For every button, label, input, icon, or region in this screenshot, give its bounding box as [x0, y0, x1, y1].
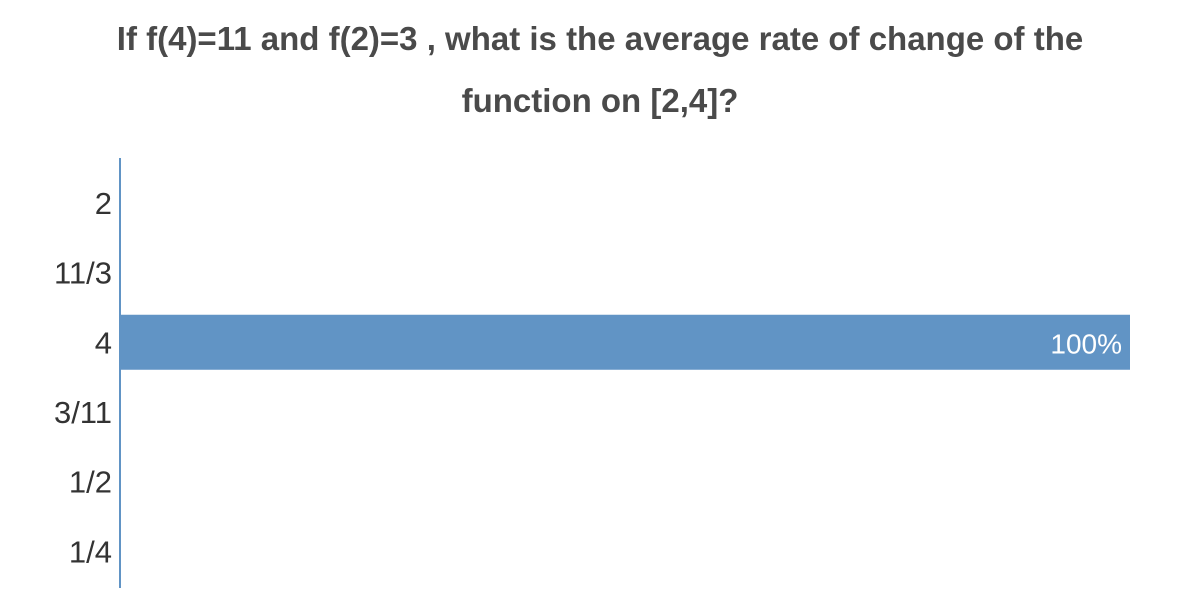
- chart-title: If f(4)=11 and f(2)=3 , what is the aver…: [0, 8, 1200, 132]
- category-label: 4: [95, 325, 112, 360]
- category-label: 2: [95, 186, 112, 221]
- category-label: 1/2: [69, 465, 112, 500]
- category-label: 3/11: [54, 395, 112, 430]
- chart-title-line-1: If f(4)=11 and f(2)=3 , what is the aver…: [116, 20, 1084, 57]
- bar-2: [120, 314, 1130, 370]
- category-label: 1/4: [69, 534, 112, 569]
- chart-title-line-2: function on [2,4]?: [461, 82, 739, 119]
- data-label: 100%: [1050, 328, 1122, 359]
- category-label: 11/3: [54, 256, 112, 291]
